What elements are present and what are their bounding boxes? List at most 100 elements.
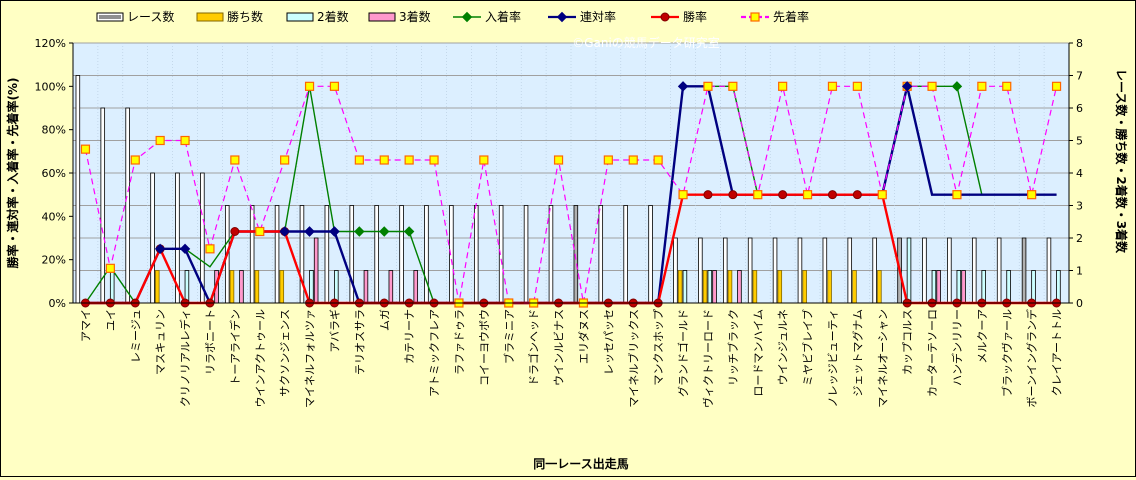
marker-finish_ahead_rate (379, 155, 389, 165)
x-tick-label: ロードマンハイム (752, 309, 765, 397)
marker-finish_ahead_rate (927, 81, 937, 91)
bar-seconds (309, 270, 314, 304)
x-tick-label: ジェットマグナム (850, 309, 864, 397)
marker-finish_ahead_rate (479, 155, 489, 165)
x-tick-label: ユイ (104, 309, 117, 331)
bar-races (698, 237, 703, 304)
y-right-tick-label: 8 (1076, 37, 1083, 50)
legend-label: 3着数 (399, 9, 431, 24)
y-right-tick-label: 7 (1076, 70, 1083, 83)
bar-races (249, 205, 255, 304)
x-tick-label: グランドゴールド (676, 309, 690, 397)
y-right-tick-label: 2 (1076, 232, 1083, 245)
bar-races (772, 237, 778, 304)
legend-marker (660, 12, 670, 22)
bar-seconds (1006, 270, 1011, 304)
x-tick-label: マイネルフォルツァ (304, 309, 317, 408)
bar-races (125, 107, 130, 304)
x-tick-label: マイネルブリックス (626, 309, 640, 408)
marker-win_rate (827, 190, 837, 200)
x-tick-label: アマイ (79, 309, 92, 342)
bar-races (996, 237, 1002, 304)
x-tick-label: ウインルビナス (553, 309, 566, 386)
legend-item: 3着数 (368, 9, 431, 24)
x-tick-label: クリノリアルレディ (178, 309, 192, 407)
x-tick-label: メルクーア (976, 309, 989, 364)
bar-wins (677, 270, 683, 304)
bar-seconds (707, 270, 713, 304)
marker-finish_ahead_rate (354, 155, 364, 165)
legend-item: レース数 (96, 9, 174, 24)
legend-label: 2着数 (317, 9, 349, 24)
bar-races (947, 237, 952, 304)
y-left-tick-label: 20% (42, 254, 66, 267)
x-tick-label: サクソンジェンス (279, 309, 292, 397)
bar-races (598, 205, 604, 304)
y-axis-left-title: 勝率・連対率・入着率・先着率(%) (5, 78, 20, 269)
legend-marker (461, 11, 473, 23)
x-tick-label: ノレッジビューティ (826, 309, 839, 407)
y-right-tick-label: 4 (1076, 167, 1083, 180)
marker-finish_ahead_rate (852, 81, 862, 91)
marker-finish_ahead_rate (329, 81, 340, 91)
marker-win_rate (852, 190, 862, 200)
marker-finish_ahead_rate (205, 244, 215, 254)
bar-wins (777, 270, 783, 304)
bar-thirds (313, 237, 319, 304)
bar-races (75, 75, 81, 304)
bar-wins (155, 270, 160, 304)
x-tick-label: ムガ (378, 309, 391, 331)
bar-races (399, 205, 404, 304)
x-tick-label: テリオスサラ (353, 309, 366, 375)
marker-finish_ahead_rate (105, 263, 115, 273)
legend-marker (556, 11, 568, 23)
x-tick-label: エリダヌス (576, 309, 590, 364)
marker-finish_ahead_rate (553, 155, 564, 165)
bar-wins (802, 270, 807, 304)
x-tick-label: ウインジュルネ (777, 309, 790, 385)
x-tick-label: カーターテソーロ (926, 309, 939, 397)
legend-label: 先着率 (773, 9, 809, 24)
bar-races (324, 205, 330, 304)
marker-finish_ahead_rate (653, 155, 663, 165)
marker-finish_ahead_rate (130, 155, 140, 165)
marker-win_rate (230, 227, 240, 236)
x-tick-label: ミヤビブレイブ (801, 309, 815, 386)
marker-finish_ahead_rate (255, 226, 265, 237)
marker-finish_ahead_rate (280, 155, 290, 165)
x-tick-label: コイーヨウボウ (478, 309, 491, 386)
bar-thirds (737, 270, 742, 304)
x-tick-label: ブラミニア (502, 309, 516, 364)
marker-finish_ahead_rate (1051, 81, 1062, 91)
bar-races (847, 237, 853, 304)
legend-label: 勝率 (683, 9, 707, 24)
x-tick-label: マスキュリン (154, 309, 167, 375)
y-left-tick-label: 120% (35, 37, 66, 50)
marker-place_rate (951, 81, 963, 92)
marker-win_rate (778, 190, 788, 200)
y-left-tick-label: 80% (42, 124, 66, 137)
marker-finish_ahead_rate (180, 135, 190, 146)
bar-wins (827, 270, 832, 304)
legend-swatch (286, 12, 314, 22)
bar-races (747, 237, 753, 304)
bar-races (648, 205, 653, 304)
bar-thirds (363, 270, 369, 304)
x-tick-label: マンクスホップ (652, 309, 665, 386)
marker-place_rate (379, 226, 390, 237)
x-tick-label: リラボニート (204, 309, 217, 375)
bar-seconds (682, 270, 688, 304)
bar-races (100, 107, 106, 304)
marker-finish_ahead_rate (678, 190, 688, 200)
legend-item: 連対率 (548, 9, 616, 24)
bar-thirds (936, 270, 941, 304)
bar-races (274, 205, 280, 304)
bar-thirds (388, 270, 394, 304)
legend-item: 勝ち数 (196, 9, 263, 24)
y-right-tick-label: 5 (1076, 135, 1083, 148)
marker-finish_ahead_rate (753, 190, 763, 200)
bar-races (922, 237, 927, 304)
bar-wins (229, 270, 235, 304)
x-tick-label: アバラギ (328, 309, 341, 353)
